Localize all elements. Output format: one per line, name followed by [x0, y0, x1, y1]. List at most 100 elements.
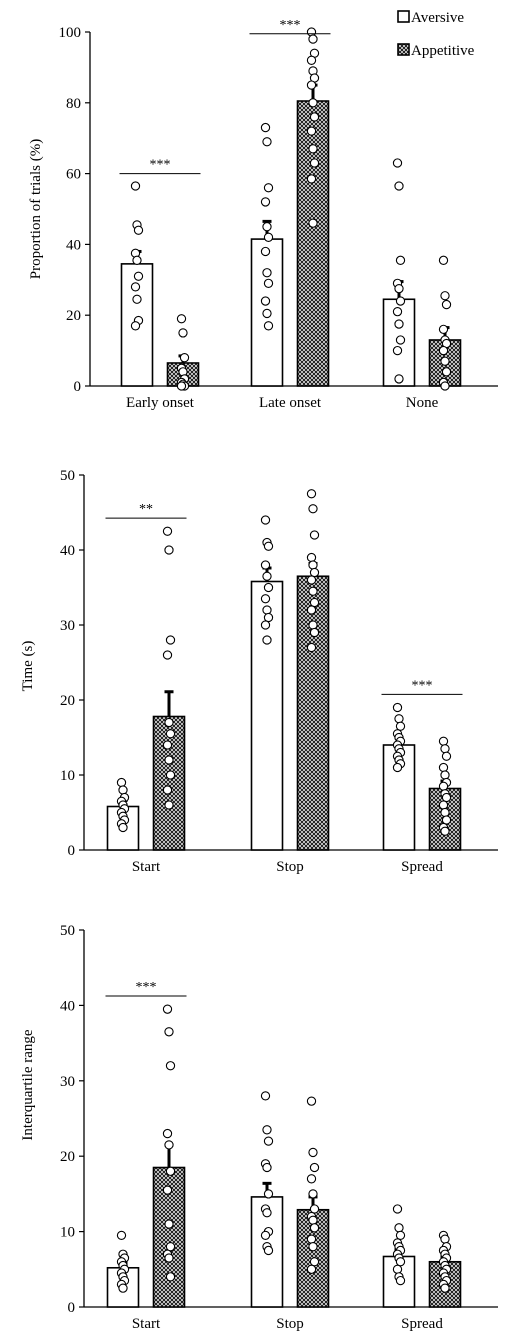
data-point	[309, 158, 320, 168]
data-point	[164, 800, 174, 810]
data-point	[308, 98, 318, 108]
data-point	[309, 1223, 320, 1233]
y-tick-label: 0	[68, 843, 76, 859]
data-point	[308, 504, 318, 514]
data-point	[176, 381, 187, 391]
data-point	[263, 1245, 274, 1256]
data-point	[130, 282, 141, 292]
data-point	[440, 291, 450, 301]
data-point	[263, 541, 274, 551]
data-point	[438, 762, 449, 773]
data-point	[260, 594, 271, 604]
x-tick-label: Start	[132, 859, 161, 875]
data-point	[306, 575, 317, 585]
data-point	[395, 296, 406, 306]
data-point	[162, 650, 173, 660]
data-point	[162, 740, 173, 750]
data-point	[306, 1096, 317, 1106]
x-tick-label: Early onset	[126, 395, 195, 411]
data-point	[440, 1283, 450, 1293]
data-point	[394, 714, 404, 724]
y-tick-label: 10	[60, 768, 75, 784]
data-point	[262, 268, 272, 278]
data-point	[309, 112, 320, 122]
data-point	[164, 1140, 174, 1150]
data-point	[262, 137, 272, 147]
data-point	[440, 381, 450, 391]
data-point	[260, 296, 271, 306]
data-point	[395, 1230, 406, 1241]
data-point	[165, 770, 176, 780]
data-point	[308, 560, 318, 570]
chart-panel-1: Proportion of trials (%) 0 20 40 60 80 100 Ear…	[28, 18, 498, 411]
data-point	[308, 1189, 318, 1199]
data-point	[164, 755, 174, 765]
data-point	[260, 1091, 271, 1101]
data-point	[260, 1230, 271, 1241]
x-tick-label: Stop	[276, 859, 304, 875]
data-point	[118, 822, 128, 833]
data-point	[438, 736, 449, 746]
data-point	[262, 1125, 272, 1135]
data-point	[394, 283, 404, 294]
data-point	[308, 620, 318, 630]
data-point	[116, 1230, 127, 1241]
data-point	[263, 321, 274, 331]
data-point	[260, 620, 271, 630]
y-tick-label: 10	[60, 1225, 75, 1241]
data-point	[438, 255, 449, 265]
data-point	[263, 582, 274, 593]
data-point	[308, 1242, 318, 1252]
data-point	[165, 1166, 176, 1176]
y-tick-label: 40	[60, 998, 75, 1014]
data-point	[440, 770, 450, 780]
data-point	[260, 197, 271, 207]
data-point	[178, 328, 188, 338]
data-point	[394, 1223, 404, 1233]
data-point	[262, 1162, 272, 1173]
data-point	[262, 1208, 272, 1218]
legend-label-aversive: Aversive	[411, 10, 464, 26]
data-point	[440, 1234, 450, 1244]
data-point	[394, 374, 404, 384]
data-point	[308, 1147, 318, 1158]
data-point	[162, 1004, 173, 1014]
data-point	[165, 1242, 176, 1252]
data-point	[260, 246, 271, 257]
data-point	[438, 781, 449, 791]
data-point	[165, 729, 176, 739]
data-point	[263, 183, 274, 193]
data-point	[308, 1215, 318, 1225]
y-tick-label: 50	[60, 468, 75, 484]
x-tick-label: Spread	[401, 1316, 443, 1332]
data-point	[165, 635, 176, 645]
data-point	[118, 1283, 128, 1293]
y-tick-label: 20	[66, 308, 81, 324]
y-tick-label: 30	[60, 1074, 75, 1090]
data-point	[308, 144, 318, 154]
data-point	[116, 777, 127, 788]
significance-label: ***	[412, 678, 433, 693]
legend-swatch-aversive	[397, 10, 410, 23]
data-point	[394, 181, 404, 191]
y-tick-label: 80	[66, 96, 81, 112]
data-point	[306, 1234, 317, 1244]
legend-swatch-appetitive	[397, 43, 410, 56]
bar-appetitive	[296, 100, 330, 387]
data-point	[164, 545, 174, 555]
significance-label: ***	[136, 980, 157, 995]
data-point	[309, 530, 320, 540]
y-tick-label: 0	[68, 1300, 76, 1316]
data-point	[176, 314, 187, 324]
data-point	[438, 800, 449, 810]
plot-area: 0 20 40 60 80 100 Early onset Late onset None ***…	[59, 18, 498, 411]
data-point	[165, 1061, 176, 1071]
data-point	[395, 255, 406, 265]
data-point	[308, 586, 318, 596]
data-point	[130, 321, 141, 331]
data-point	[306, 55, 317, 65]
y-tick-label: 40	[66, 237, 81, 253]
y-tick-label: 0	[74, 379, 82, 395]
